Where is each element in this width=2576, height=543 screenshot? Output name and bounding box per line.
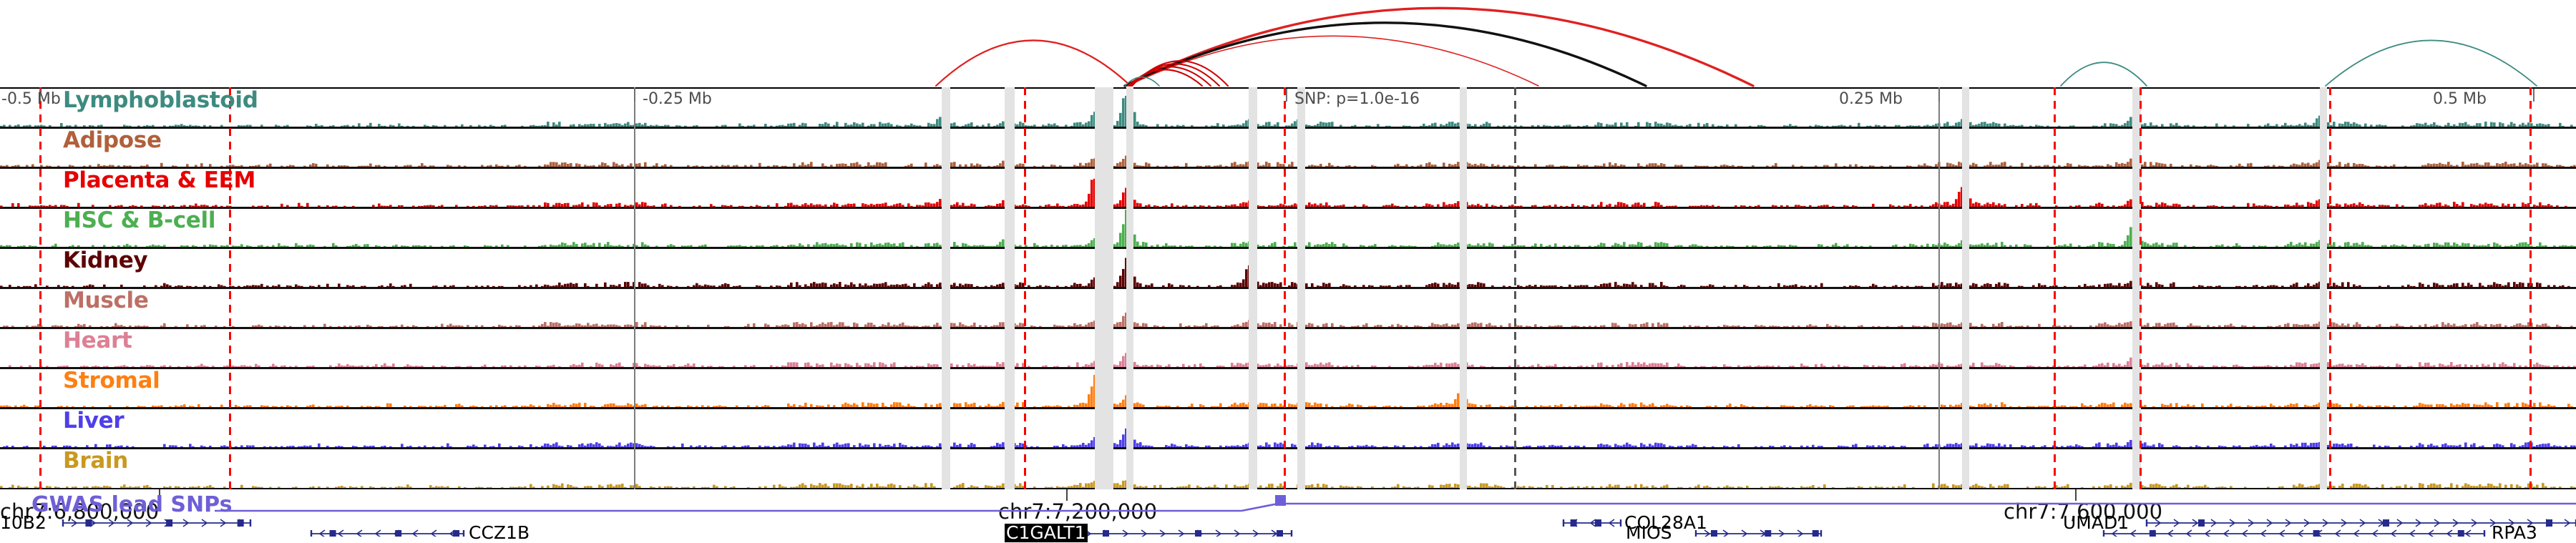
track-signal — [0, 409, 2576, 448]
track-signal — [0, 449, 2576, 489]
track-label-hsc-b-cell: HSC & B-cell — [63, 209, 216, 233]
track-signal — [0, 329, 2576, 368]
loop-arc-7 — [1131, 60, 1229, 87]
signal-track-heart[interactable]: Heart — [0, 329, 2576, 369]
track-label-brain: Brain — [63, 449, 129, 474]
signal-track-stromal[interactable]: Stromal — [0, 369, 2576, 409]
track-baseline — [0, 447, 2576, 449]
chromatin-loop-arc-panel — [0, 0, 2576, 87]
track-signal — [0, 89, 2576, 127]
gene-model-FAM20C[interactable] — [62, 519, 252, 527]
signal-track-stack: -0.5 Mb -0.25 Mb SNP: p=1.0e-16 0.25 Mb 0.5 … — [0, 87, 2576, 489]
ruler-tick-4 — [2533, 89, 2534, 102]
track-baseline — [0, 287, 2576, 288]
track-baseline — [0, 247, 2576, 248]
track-label-placenta-eem: Placenta & EEM — [63, 169, 256, 193]
arc-svg — [935, 6, 2537, 87]
track-signal — [0, 249, 2576, 288]
ruler-label-2: SNP: p=1.0e-16 — [1294, 90, 1420, 108]
track-label-liver: Liver — [63, 409, 125, 434]
ruler-label-1: -0.25 Mb — [643, 90, 712, 108]
coordinate-tick-1 — [1066, 489, 1068, 501]
track-baseline — [0, 488, 2576, 489]
gene-label-CCZ1B[interactable]: CCZ1B — [469, 522, 530, 543]
track-baseline — [0, 207, 2576, 208]
loop-arc-1 — [1123, 6, 1755, 87]
track-signal — [0, 129, 2576, 167]
signal-track-placenta-eem[interactable]: Placenta & EEM — [0, 169, 2576, 209]
gene-label-COL28A1[interactable]: COL28A1 — [1624, 512, 1707, 533]
track-label-adipose: Adipose — [63, 129, 162, 153]
coordinate-label-0: chr7:6,800,000 — [0, 499, 160, 524]
ruler-tick-1 — [634, 89, 635, 102]
track-baseline — [0, 167, 2576, 168]
track-label-kidney: Kidney — [63, 249, 148, 273]
loop-arc-0 — [935, 39, 1132, 87]
loop-arc-9 — [2060, 62, 2147, 87]
coordinate-tick-0 — [159, 489, 160, 501]
track-signal — [0, 289, 2576, 328]
track-signal — [0, 369, 2576, 408]
track-signal — [0, 169, 2576, 207]
track-label-lymphoblastoid: Lymphoblastoid — [63, 89, 258, 113]
signal-track-muscle[interactable]: Muscle — [0, 289, 2576, 329]
signal-track-adipose[interactable]: Adipose — [0, 129, 2576, 169]
loop-arc-10 — [2325, 39, 2537, 87]
track-label-muscle: Muscle — [63, 289, 149, 313]
gene-model-CCZ1B[interactable] — [310, 529, 465, 537]
track-baseline — [0, 367, 2576, 368]
gene-model-RPA3[interactable] — [2102, 529, 2486, 537]
gwas-snp-svg — [215, 495, 2576, 512]
gene-label-FAM20C[interactable]: 10B2 — [0, 512, 47, 533]
loop-arc-3 — [1127, 35, 1539, 87]
gene-label-UMAD1[interactable]: UMAD1 — [2063, 512, 2129, 533]
track-signal — [0, 209, 2576, 248]
gwas-lead-snps-track[interactable]: GWAS lead SNPs — [0, 492, 2576, 518]
gene-model-C1GALT1[interactable] — [1075, 529, 1293, 537]
gwas-connector-line — [215, 502, 2576, 512]
signal-track-brain[interactable]: Brain — [0, 449, 2576, 489]
signal-track-hsc-b-cell[interactable]: HSC & B-cell — [0, 209, 2576, 249]
ruler-tick-3 — [1938, 89, 1940, 102]
signal-track-liver[interactable]: Liver — [0, 409, 2576, 449]
gene-model-svg — [62, 519, 2576, 537]
gene-model-COL28A1[interactable] — [1562, 519, 1622, 527]
gene-label-C1GALT1[interactable]: C1GALT1 — [1005, 522, 1088, 543]
loop-arc-2 — [1123, 21, 1647, 87]
ruler-tick-2 — [1286, 89, 1287, 102]
ruler-label-0: -0.5 Mb — [1, 90, 61, 108]
track-label-heart: Heart — [63, 329, 132, 353]
gene-label-RPA3[interactable]: RPA3 — [2492, 522, 2537, 543]
ruler-label-4: 0.5 Mb — [2433, 90, 2487, 108]
signal-track-lymphoblastoid[interactable]: -0.5 Mb -0.25 Mb SNP: p=1.0e-16 0.25 Mb 0.5 … — [0, 89, 2576, 129]
signal-track-kidney[interactable]: Kidney — [0, 249, 2576, 289]
track-baseline — [0, 127, 2576, 128]
gene-model-MIOS[interactable] — [1694, 529, 1823, 537]
loop-arc-8 — [1124, 76, 1160, 87]
gwas-lead-snp-marker[interactable] — [1275, 495, 1286, 506]
gene-label-MIOS[interactable]: MIOS — [1626, 522, 1672, 543]
gene-model-UMAD1[interactable] — [2145, 519, 2576, 527]
track-baseline — [0, 327, 2576, 328]
track-baseline — [0, 407, 2576, 409]
ruler-label-3: 0.25 Mb — [1839, 90, 1903, 108]
gwas-track-label: GWAS lead SNPs — [31, 492, 233, 517]
gene-annotation-track[interactable]: 10B2 CCZ1B C1GALT1 COL28A1 MIOS UMAD1 RPA3 — [0, 512, 2576, 542]
coordinate-tick-2 — [2075, 489, 2077, 501]
track-label-stromal: Stromal — [63, 369, 160, 393]
